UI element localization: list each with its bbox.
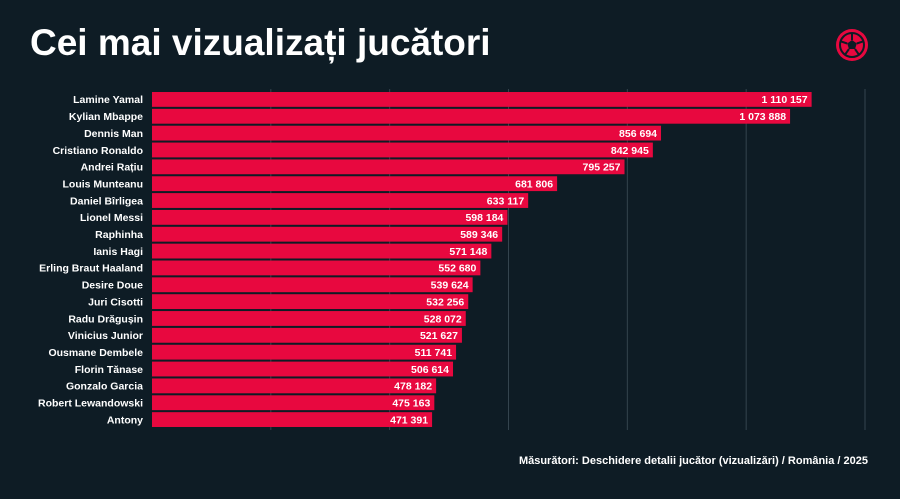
bar <box>152 260 481 276</box>
y-tick-label: Desire Doue <box>82 280 143 292</box>
value-label: 589 346 <box>460 229 498 241</box>
bar <box>152 395 435 411</box>
bar <box>152 108 791 124</box>
value-label: 521 627 <box>420 330 458 342</box>
value-label: 511 741 <box>415 347 453 359</box>
bar <box>152 226 503 242</box>
bar <box>152 92 812 107</box>
chart-title: Cei mai vizualizați jucători <box>30 22 491 64</box>
y-tick-label: Louis Munteanu <box>63 178 144 190</box>
bar <box>152 277 473 293</box>
bar <box>152 344 457 360</box>
value-label: 539 624 <box>431 280 469 292</box>
value-label: 552 680 <box>438 263 476 275</box>
y-tick-label: Daniel Bîrligea <box>70 195 143 207</box>
y-tick-label: Juri Cisotti <box>88 296 143 308</box>
y-tick-label: Ousmane Dembele <box>48 347 143 359</box>
y-tick-label: Kylian Mbappe <box>69 111 143 123</box>
y-tick-label: Andrei Rațiu <box>81 162 143 174</box>
y-tick-label: Raphinha <box>95 229 143 241</box>
value-label: 1 110 157 <box>761 94 807 106</box>
value-label: 856 694 <box>619 128 657 140</box>
y-tick-label: Radu Drăgușin <box>68 313 143 325</box>
y-tick-label: Erling Braut Haaland <box>39 263 143 275</box>
value-label: 528 072 <box>424 313 462 325</box>
bar <box>152 142 653 158</box>
value-label: 506 614 <box>411 364 449 376</box>
y-tick-label: Antony <box>107 414 143 426</box>
y-tick-label: Vinicius Junior <box>68 330 143 342</box>
bar <box>152 176 558 192</box>
bar <box>152 311 466 326</box>
bar <box>152 361 454 377</box>
value-label: 795 257 <box>583 162 621 174</box>
bar <box>152 412 433 427</box>
y-tick-label: Cristiano Ronaldo <box>53 145 143 157</box>
value-label: 842 945 <box>611 145 649 157</box>
y-tick-label: Robert Lewandowski <box>38 398 143 410</box>
bar <box>152 193 529 208</box>
y-tick-label: Ianis Hagi <box>93 246 143 258</box>
bar <box>152 294 469 310</box>
value-label: 532 256 <box>426 296 464 308</box>
y-tick-label: Gonzalo Garcia <box>66 381 143 393</box>
bar <box>152 378 437 394</box>
value-label: 471 391 <box>390 414 428 426</box>
bar <box>152 209 508 225</box>
value-label: 478 182 <box>394 381 432 393</box>
footnote: Măsurători: Deschidere detalii jucător (… <box>519 455 868 467</box>
logo <box>836 29 868 61</box>
bar <box>152 243 492 259</box>
value-label: 571 148 <box>449 246 487 258</box>
value-label: 1 073 888 <box>739 111 786 123</box>
bar <box>152 327 462 343</box>
y-tick-label: Florin Tănase <box>75 364 143 376</box>
value-label: 681 806 <box>515 178 553 190</box>
value-label: 633 117 <box>487 195 525 207</box>
value-label: 598 184 <box>465 212 503 224</box>
y-tick-label: Lionel Messi <box>80 212 143 224</box>
y-tick-label: Dennis Man <box>84 128 143 140</box>
value-label: 475 163 <box>392 398 430 410</box>
bar <box>152 125 662 141</box>
y-tick-label: Lamine Yamal <box>73 94 143 106</box>
bar <box>152 159 625 175</box>
